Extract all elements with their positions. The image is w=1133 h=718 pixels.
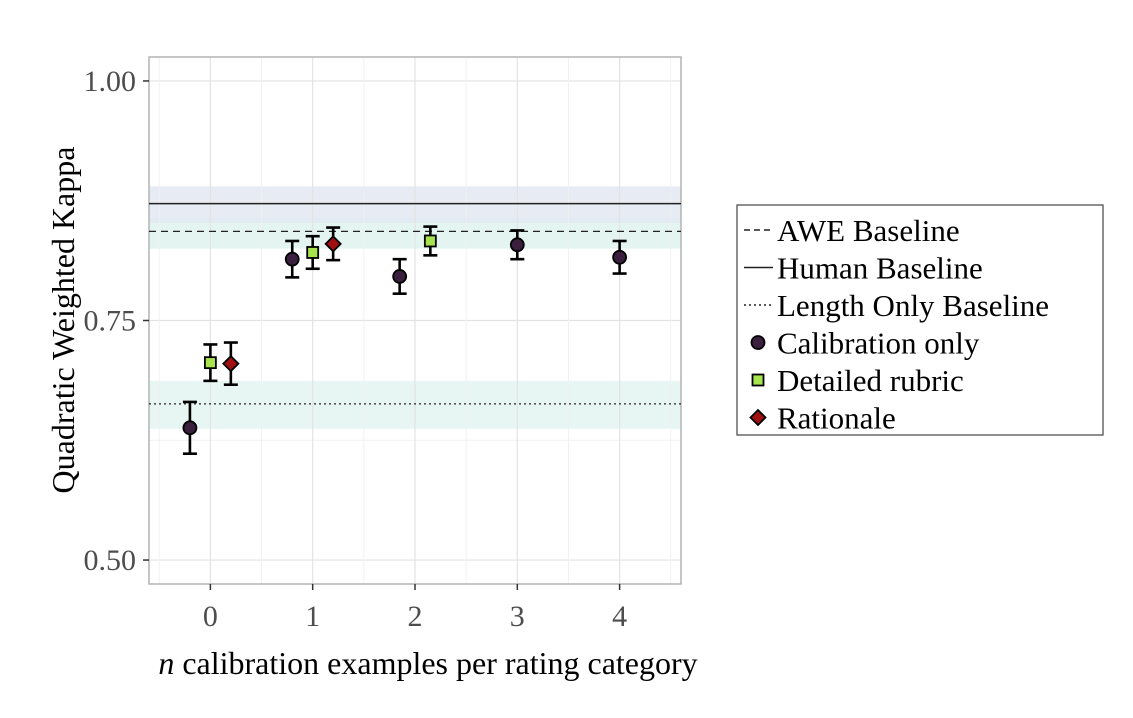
x-tick-label-1: 1	[305, 600, 320, 633]
point-detailed-rubric-2	[423, 225, 438, 257]
point-marker	[509, 237, 525, 253]
point-detailed-rubric-0	[203, 343, 218, 383]
point-calibration-only-0	[182, 400, 198, 455]
x-tick-label-2: 2	[408, 600, 423, 633]
point-calibration-only-4	[612, 239, 628, 275]
point-rationale-1	[324, 226, 342, 262]
x-tick-label-4: 4	[612, 600, 627, 633]
point-calibration-only-3	[509, 229, 525, 261]
point-marker	[284, 251, 300, 267]
baseline-lines	[149, 202, 681, 405]
x-tick-label-0: 0	[203, 600, 218, 633]
point-calibration-only-2	[392, 257, 408, 295]
y-tick-label-0: 0.50	[84, 544, 137, 577]
legend-key-marker	[749, 408, 767, 427]
legend-label: Human Baseline	[777, 251, 983, 286]
legend-item-length-only-baseline: Length Only Baseline	[744, 288, 1049, 323]
y-tick-label-1: 0.75	[84, 305, 137, 338]
legend-item-calibration-only: Calibration only	[750, 326, 980, 361]
point-rationale-0	[222, 341, 240, 386]
svg-text:n calibration examples per rat: n calibration examples per rating catego…	[158, 645, 697, 681]
legend-key-marker	[750, 335, 766, 350]
point-marker	[423, 234, 437, 248]
point-marker	[324, 235, 342, 253]
x-axis-title-italic: n	[158, 645, 174, 681]
grid-lines	[149, 57, 681, 584]
x-tick-label-3: 3	[510, 600, 525, 633]
point-calibration-only-1	[284, 239, 300, 279]
x-axis-title: n calibration examples per rating catego…	[158, 645, 697, 681]
point-detailed-rubric-1	[305, 234, 320, 271]
legend-item-rationale: Rationale	[749, 401, 896, 436]
x-axis-title-rest: calibration examples per rating category	[174, 645, 697, 681]
legend-label: Calibration only	[777, 326, 980, 361]
legend-label: AWE Baseline	[777, 213, 960, 248]
y-tick-label-2: 1.00	[84, 65, 137, 98]
point-marker	[203, 356, 217, 370]
point-marker	[182, 420, 198, 436]
point-marker	[392, 269, 408, 284]
legend-label: Rationale	[777, 401, 896, 436]
legend-item-human-baseline: Human Baseline	[744, 251, 983, 286]
legend-key-marker	[751, 373, 765, 387]
y-axis-title: Quadratic Weighted Kappa	[45, 147, 81, 494]
point-marker	[306, 246, 320, 259]
legend-label: Detailed rubric	[777, 363, 964, 398]
data-points	[182, 225, 628, 455]
point-marker	[222, 354, 240, 373]
axis-ticks: 0.50 0.75 1.00 0 1 2 3 4	[84, 65, 628, 633]
legend-item-detailed-rubric: Detailed rubric	[751, 363, 964, 398]
legend-item-awe-baseline: AWE Baseline	[744, 213, 960, 248]
legend-label: Length Only Baseline	[777, 288, 1049, 323]
point-marker	[612, 249, 628, 265]
legend-box	[736, 204, 1104, 436]
